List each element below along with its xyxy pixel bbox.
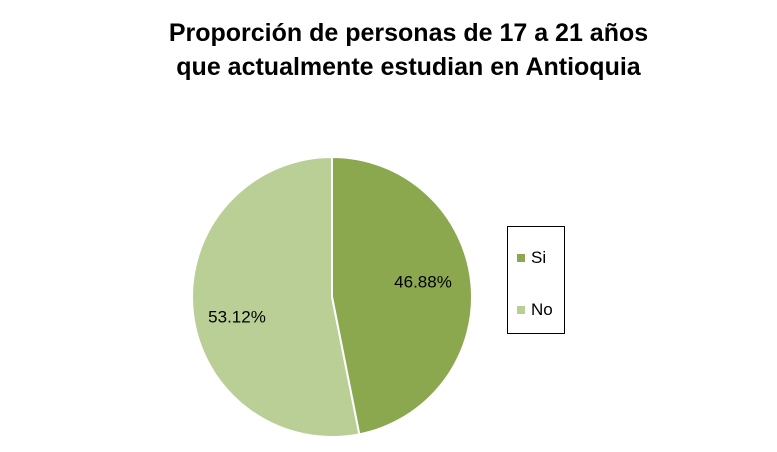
legend-swatch-si xyxy=(517,254,525,262)
chart-title: Proporción de personas de 17 a 21 años q… xyxy=(0,16,777,84)
data-label-si: 46.88% xyxy=(394,272,452,291)
legend-label-no: No xyxy=(531,300,553,319)
pie-slice-si xyxy=(331,155,473,436)
legend-item-no: No xyxy=(517,300,553,320)
legend-item-si: Si xyxy=(517,248,546,268)
legend-label-si: Si xyxy=(531,248,547,267)
pie-slice-no xyxy=(191,155,361,438)
data-label-no: 53.12% xyxy=(208,307,266,326)
legend: Si No xyxy=(507,226,565,334)
legend-swatch-no xyxy=(517,306,525,314)
chart-title-line-2: que actualmente estudian en Antioquia xyxy=(176,53,641,81)
chart-title-line-1: Proporción de personas de 17 a 21 años xyxy=(168,19,649,47)
